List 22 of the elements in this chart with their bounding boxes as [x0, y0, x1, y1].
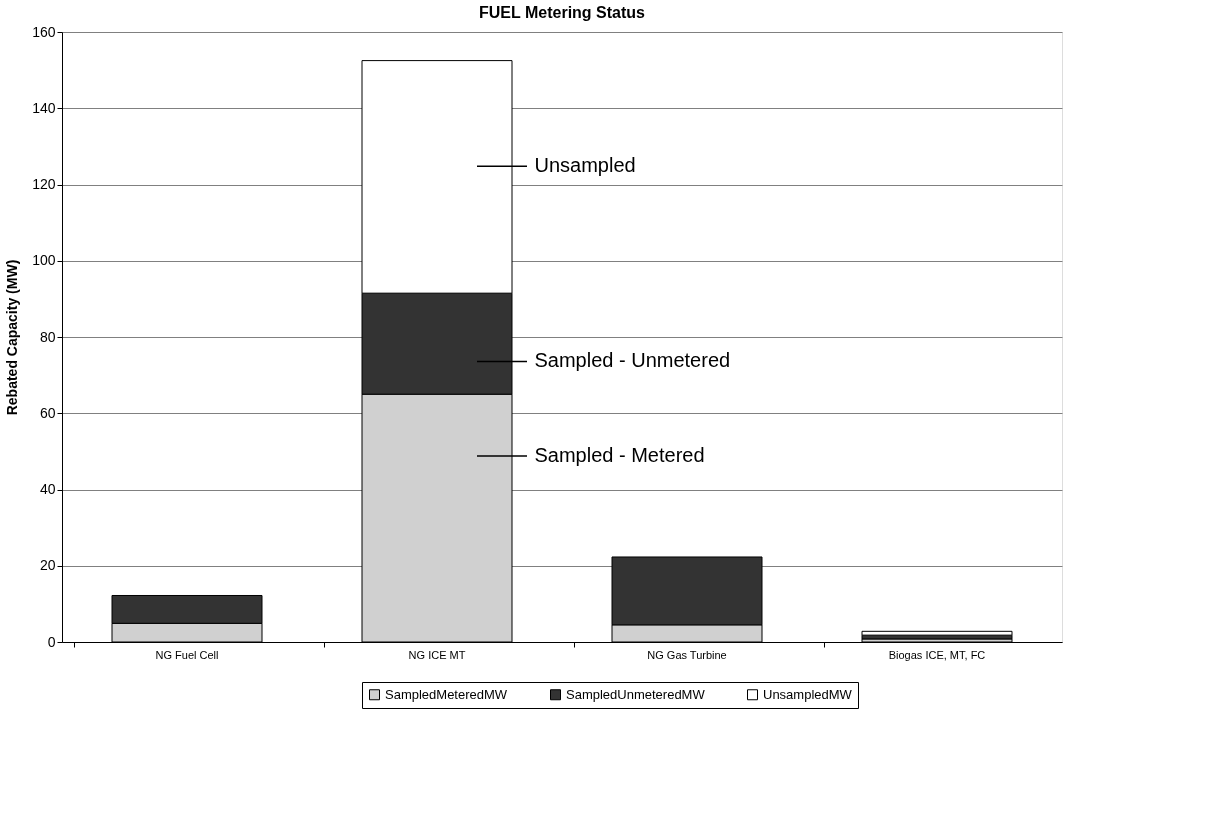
y-tick-label: 80: [39, 328, 56, 345]
bar: [861, 630, 1013, 636]
x-tick-label: NG Fuel Cell: [155, 648, 219, 661]
y-tick-label: 100: [32, 252, 56, 269]
y-tick-label: 40: [39, 481, 56, 497]
y-axis-title: Rebated Capacity (MW): [4, 259, 21, 416]
y-tick-label: 20: [39, 557, 56, 574]
legend-label: UnsampledMW: [763, 686, 853, 702]
x-tick-label: Biogas ICE, MT, FC: [888, 648, 986, 661]
y-tick-label: 0: [47, 633, 56, 650]
x-tick-label: NG Gas Turbine: [647, 648, 727, 661]
x-tick-label: NG ICE MT: [408, 648, 466, 661]
annotation: Sampled - Unmetered: [534, 349, 731, 372]
chart-title: FUEL Metering Status: [479, 4, 646, 21]
y-tick-label: 60: [39, 404, 56, 421]
annotation: Sampled - Metered: [534, 443, 705, 466]
y-tick-label: 120: [32, 176, 56, 192]
legend-label: SampledUnmeteredMW: [566, 686, 706, 702]
y-tick-label: 160: [32, 23, 56, 40]
annotation: Unsampled: [534, 154, 636, 177]
legend-label: SampledMeteredMW: [385, 686, 508, 702]
y-tick-label: 140: [32, 99, 56, 116]
